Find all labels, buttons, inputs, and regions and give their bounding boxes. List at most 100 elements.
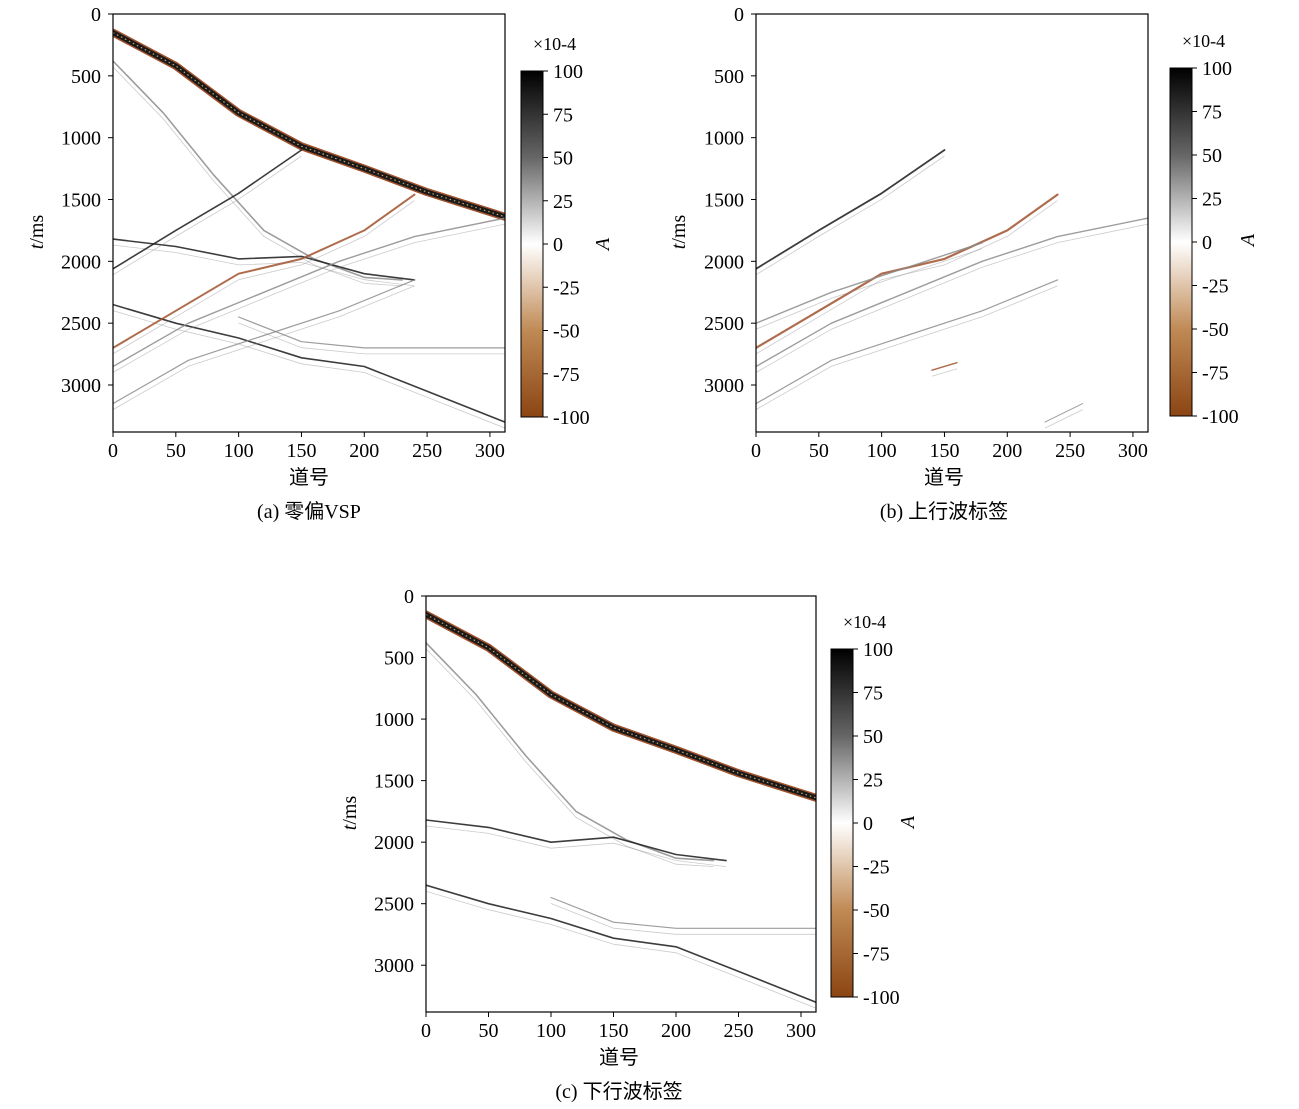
- plot-area-c: [426, 596, 816, 1012]
- y-tick-label-b: 1500: [704, 190, 744, 212]
- upgoing-event-ripple-a: [113, 155, 302, 276]
- x-tick-label-a: 100: [224, 440, 254, 462]
- downgoing-event-a: [113, 60, 403, 281]
- colorbar-a: 100 75 50 25 0 -25 -50 -75 -100 ×10-4 A: [520, 34, 614, 429]
- y-tick-label-a: 2000: [61, 251, 101, 273]
- x-tick-label-c: 100: [536, 1020, 566, 1042]
- y-tick-label-a: 0: [91, 4, 101, 26]
- colorbar-gradient-a: [520, 70, 544, 418]
- x-tick-label-a: 50: [166, 440, 186, 462]
- plot-area-a: [113, 14, 505, 432]
- colorbar-tick-label-b: 75: [1202, 102, 1222, 124]
- colorbar-tick-label-b: -50: [1202, 319, 1229, 341]
- colorbar-tick-label-b: 25: [1202, 189, 1222, 211]
- colorbar-tick-label-b: 50: [1202, 145, 1222, 167]
- colorbar-tick-label-c: -25: [863, 857, 890, 879]
- seismic-events-a: [113, 28, 505, 429]
- upgoing-event-b: [1044, 403, 1084, 423]
- y-axis-label-italic-c: t: [339, 824, 361, 830]
- panel-c: 0 50 100 150 200 250 300 050010001500200025003…: [339, 586, 919, 1103]
- y-axis-label-unit-b: /ms: [668, 215, 690, 244]
- colorbar-tick-label-a: -50: [553, 321, 580, 343]
- x-tick-label-a: 0: [108, 440, 118, 462]
- y-tick-label-a: 1500: [61, 190, 101, 212]
- upgoing-event-a: [113, 149, 303, 270]
- y-tick-label-c: 3000: [374, 955, 414, 977]
- y-axis-label-unit-c: /ms: [339, 796, 361, 825]
- upgoing-event-b: [756, 217, 1148, 368]
- upgoing-event-ripple-b: [756, 155, 945, 276]
- colorbar-multiplier-a: ×10-4: [533, 34, 576, 54]
- colorbar-tick-label-a: -100: [553, 407, 590, 429]
- upgoing-event-ripple-b: [756, 223, 1148, 373]
- colorbar-gradient-b: [1169, 67, 1193, 417]
- colorbar-multiplier-c: ×10-4: [843, 612, 886, 632]
- colorbar-tick-label-b: 100: [1202, 58, 1232, 80]
- x-tick-label-c: 0: [421, 1020, 431, 1042]
- colorbar-tick-label-c: -50: [863, 900, 890, 922]
- y-ticks-b: 0 500 1000 1500 2000 2500 3000: [704, 4, 756, 397]
- x-tick-label-b: 100: [867, 440, 897, 462]
- upgoing-event-b: [756, 242, 983, 324]
- panel-b: 0 50 100 150 200 250 300 050010001500200025003…: [668, 4, 1259, 523]
- colorbar-tick-label-c: 25: [863, 770, 883, 792]
- upgoing-event-b: [756, 193, 1059, 349]
- x-tick-label-b: 300: [1118, 440, 1148, 462]
- x-ticks-a: 0 50 100 150 200 250 300: [108, 432, 505, 462]
- downgoing-event-c: [426, 819, 727, 862]
- y-tick-label-a: 1000: [61, 128, 101, 150]
- downgoing-event-a: [238, 316, 505, 349]
- y-axis-label-c: t/ms: [339, 796, 361, 831]
- upgoing-event-ripple-a: [113, 285, 415, 410]
- x-tick-label-a: 200: [349, 440, 379, 462]
- downgoing-event-c: [426, 884, 816, 1003]
- colorbar-multiplier-b: ×10-4: [1182, 31, 1225, 51]
- upgoing-event-a: [113, 217, 505, 368]
- colorbar-tick-label-c: -100: [863, 987, 900, 1009]
- caption-c: (c) 下行波标签: [555, 1080, 682, 1103]
- downgoing-event-ripple-c: [550, 903, 816, 935]
- upgoing-event-b: [931, 362, 958, 371]
- x-tick-label-a: 150: [286, 440, 316, 462]
- colorbar-tick-label-a: 50: [553, 148, 573, 170]
- seismic-events-c: [426, 610, 816, 1009]
- upgoing-event-ripple-b: [756, 248, 983, 330]
- colorbar-tick-label-a: -75: [553, 364, 580, 386]
- colorbar-tick-label-b: -75: [1202, 363, 1229, 385]
- colorbar-tick-label-b: -25: [1202, 276, 1229, 298]
- downgoing-event-c: [550, 896, 816, 929]
- x-tick-label-c: 200: [661, 1020, 691, 1042]
- colorbar-tick-label-c: -75: [863, 944, 890, 966]
- colorbar-tick-label-a: 75: [553, 104, 573, 126]
- colorbar-ticks-a: 100 75 50 25 0 -25 -50 -75 -100: [543, 61, 590, 429]
- upgoing-event-b: [756, 149, 946, 270]
- x-tick-label-b: 200: [992, 440, 1022, 462]
- x-tick-label-b: 250: [1055, 440, 1085, 462]
- y-axis-label-unit-a: /ms: [26, 215, 48, 244]
- x-axis-label-b: 道号: [924, 466, 964, 489]
- y-tick-label-b: 3000: [704, 375, 744, 397]
- y-axis-label-italic-b: t: [668, 243, 690, 249]
- colorbar-tick-label-c: 100: [863, 639, 893, 661]
- y-axis-label-italic-a: t: [26, 243, 48, 249]
- downgoing-event-ripple-c: [426, 825, 727, 867]
- downgoing-event-a: [113, 238, 416, 281]
- colorbar-tick-label-a: 100: [553, 61, 583, 83]
- colorbar-label-a: A: [592, 237, 614, 252]
- downgoing-event-ripple-a: [113, 310, 505, 429]
- y-ticks-a: 0 500 1000 1500 2000 2500 3000: [61, 4, 113, 397]
- y-tick-label-a: 3000: [61, 375, 101, 397]
- x-tick-label-b: 0: [751, 440, 761, 462]
- downgoing-event-ripple-c: [426, 648, 714, 867]
- plot-frame-a: [112, 13, 506, 433]
- first-break-core-c: [426, 612, 816, 801]
- x-tick-label-b: 50: [809, 440, 829, 462]
- upgoing-event-a: [113, 279, 416, 405]
- plot-frame-b: [755, 13, 1149, 433]
- y-tick-label-b: 0: [734, 4, 744, 26]
- y-tick-label-b: 500: [714, 66, 744, 88]
- colorbar-tick-label-b: 0: [1202, 232, 1212, 254]
- upgoing-event-ripple-b: [1044, 409, 1083, 429]
- downgoing-event-a: [113, 303, 505, 423]
